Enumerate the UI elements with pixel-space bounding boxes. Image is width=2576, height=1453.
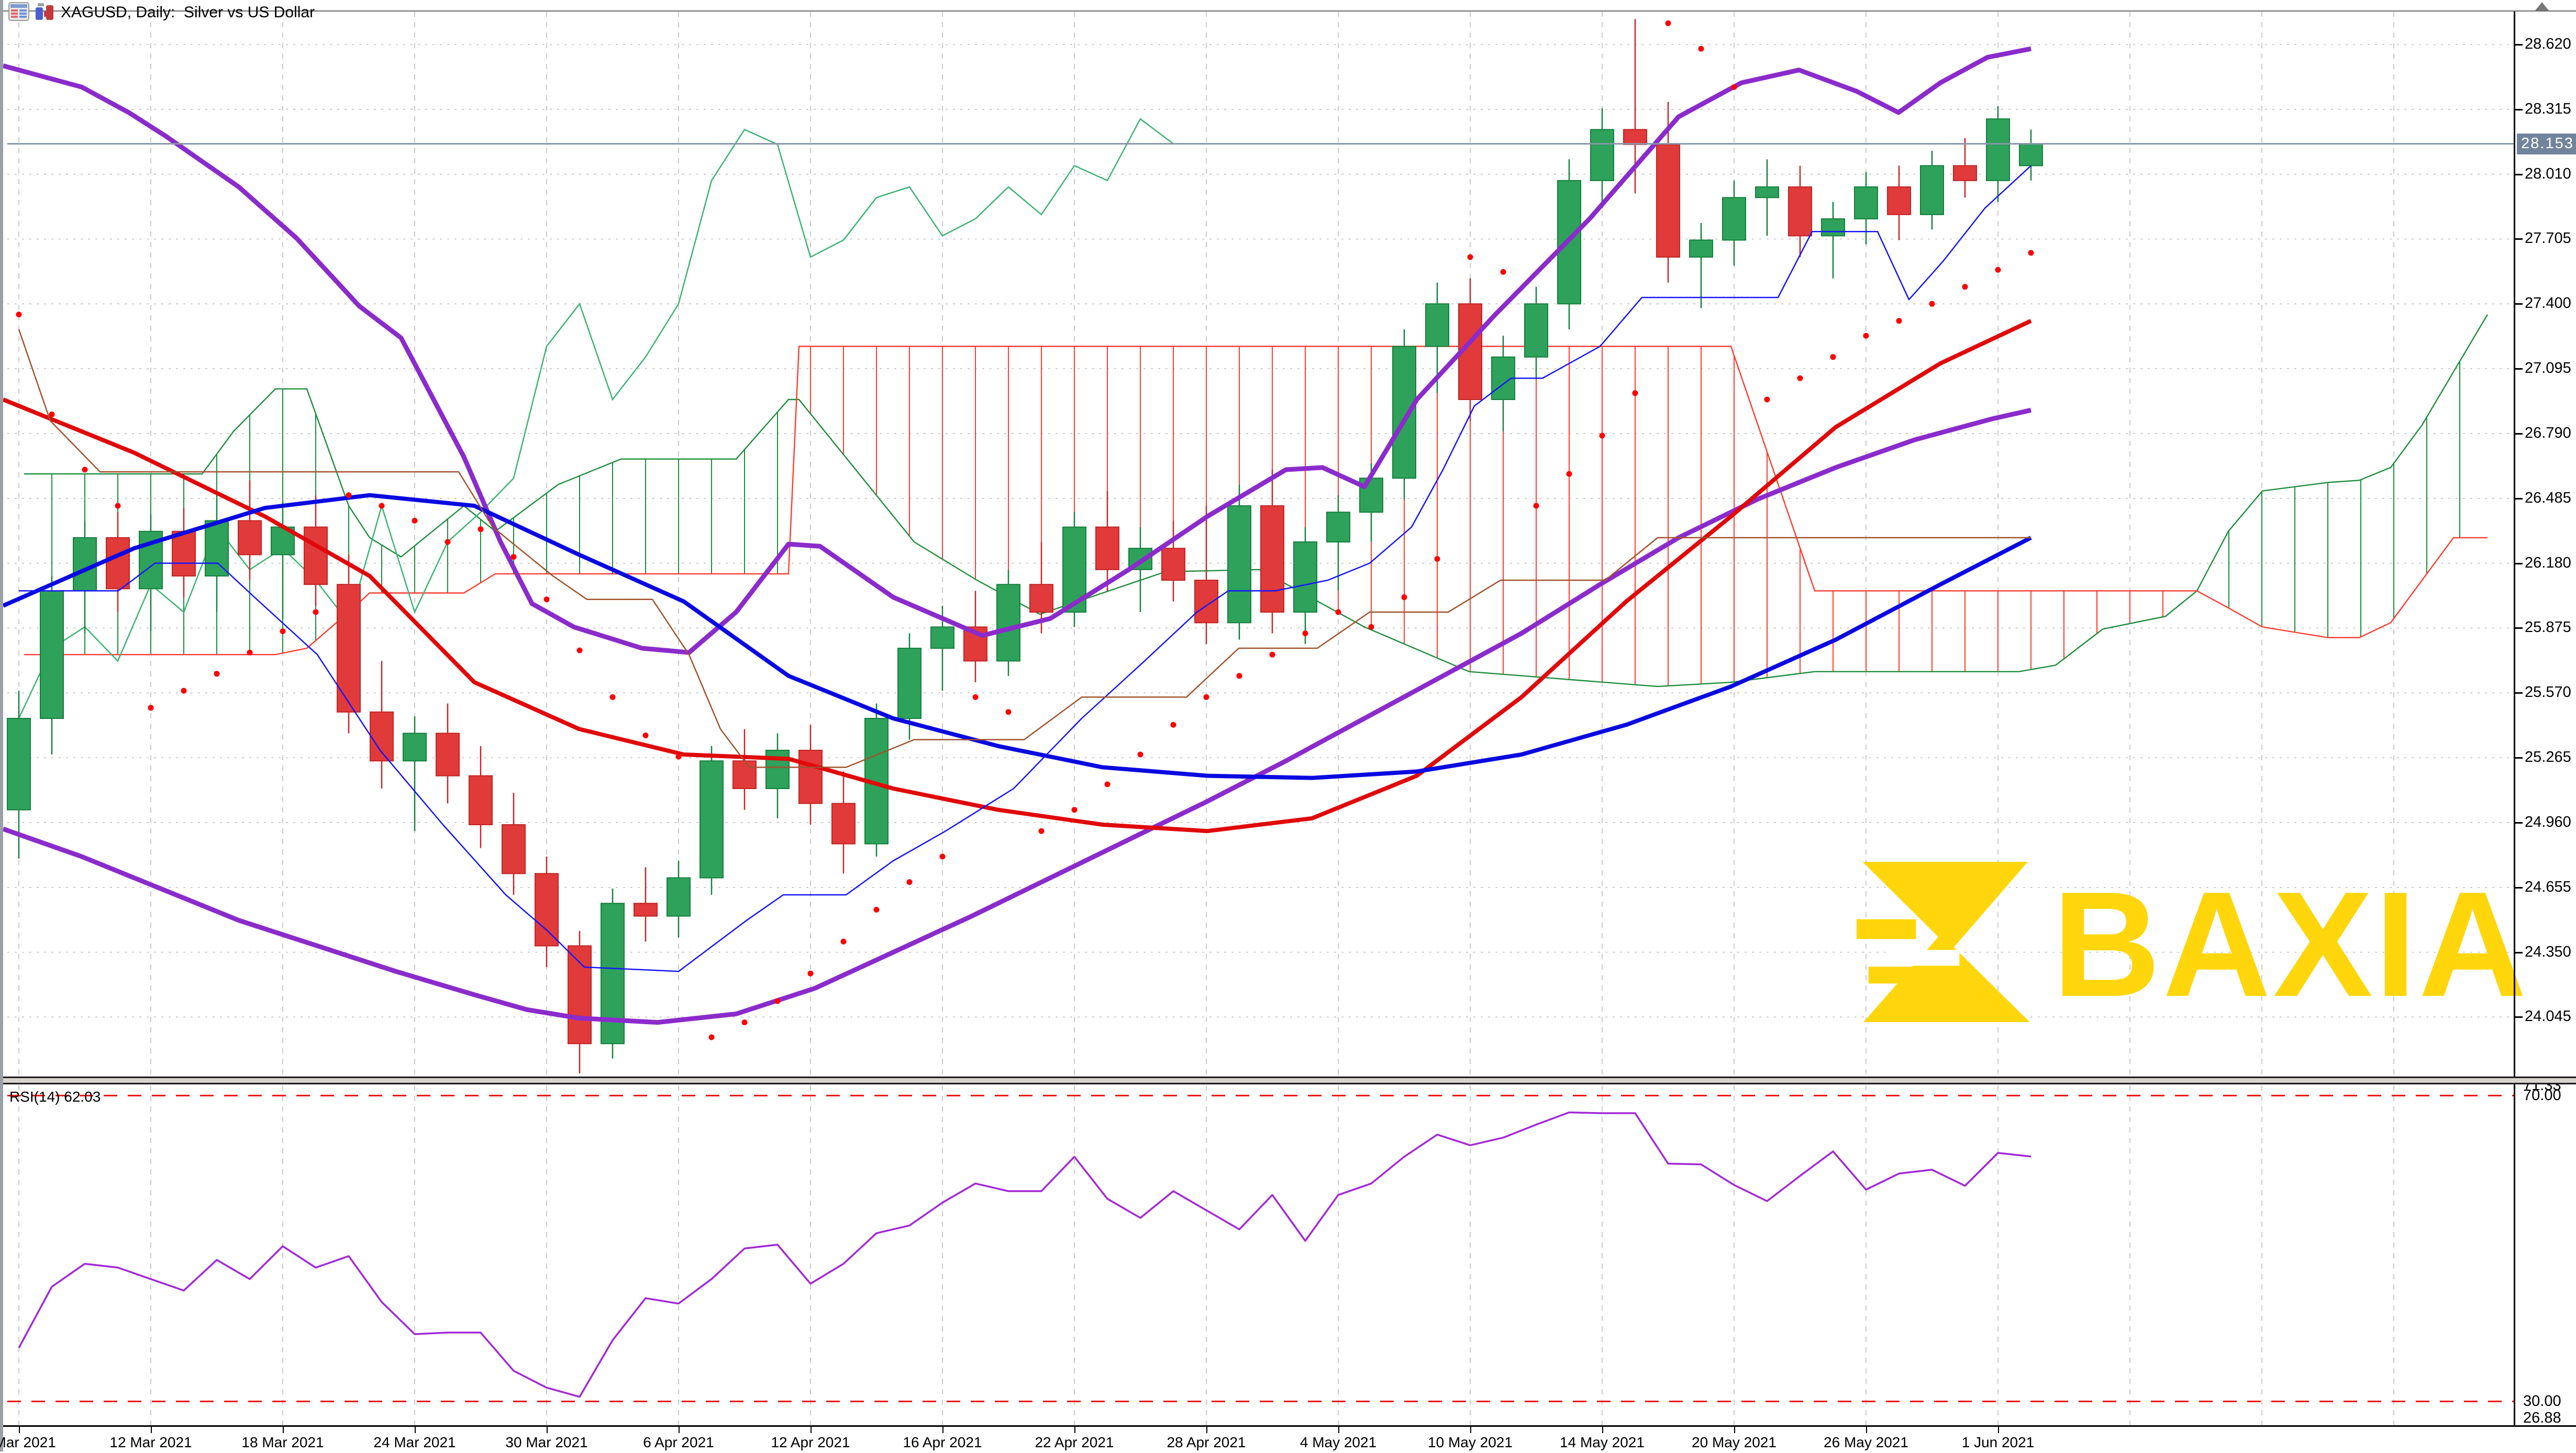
price-axis-tick [2515,368,2523,370]
date-axis-tick [1602,1427,1603,1433]
date-axis-tick [283,1427,284,1433]
date-axis-tick [1074,1427,1075,1433]
price-axis-tick [2515,627,2523,629]
price-axis-label: 24.350 [2525,943,2571,960]
date-axis-tick [19,1427,20,1433]
price-axis-label: 27.095 [2525,360,2571,377]
price-axis-label: 26.485 [2525,489,2571,506]
rsi-axis-label: 30.00 [2523,1393,2561,1410]
price-axis-tick [2515,303,2523,305]
baxia-logo-icon [1856,859,2035,1029]
date-axis-label: 10 May 2021 [1428,1434,1513,1450]
chart-title: XAGUSD, Daily: Silver vs US Dollar [61,4,315,21]
date-axis-tick [1470,1427,1471,1433]
price-axis-label: 24.960 [2525,813,2571,830]
date-axis-tick [810,1427,812,1433]
price-axis-label: 24.045 [2525,1008,2571,1025]
price-axis-tick [2515,562,2523,564]
date-axis-tick [1206,1427,1207,1433]
chart-titlebar: XAGUSD, Daily: Silver vs US Dollar [8,2,315,23]
price-axis-tick [2515,432,2523,435]
date-axis-label: 26 May 2021 [1824,1434,1908,1450]
price-axis-tick [2515,951,2523,953]
rsi-indicator-label: RSI(14) 62.03 [9,1089,101,1105]
price-axis-label: 25.875 [2525,619,2571,636]
date-axis-label: 30 Mar 2021 [505,1434,588,1450]
price-axis-tick [2515,173,2523,175]
price-axis-label: 28.620 [2525,36,2571,52]
current-price-value: 28.153 [2521,135,2574,152]
date-axis-label: 12 Apr 2021 [771,1434,850,1450]
date-axis-label: 18 Mar 2021 [241,1434,324,1450]
date-axis-tick [547,1427,548,1433]
price-axis-tick [2515,1016,2523,1018]
date-axis-tick [942,1427,943,1433]
price-axis-label: 27.400 [2525,295,2571,312]
date-axis-label: 1 Jun 2021 [1961,1434,2035,1450]
price-axis-label: 28.315 [2525,100,2571,117]
bar-chart-icon [35,2,55,24]
price-axis-tick [2515,822,2523,824]
price-axis-label: 26.180 [2525,554,2571,571]
date-axis-label: 16 Apr 2021 [903,1434,982,1450]
price-axis-label: 25.265 [2525,749,2571,766]
date-axis-tick [1998,1427,1999,1433]
date-axis-label: 12 Mar 2021 [109,1434,192,1450]
date-axis-tick [679,1427,680,1433]
date-axis-label: 20 May 2021 [1692,1434,1776,1450]
date-axis-label: 8 Mar 2021 [0,1434,56,1450]
date-axis-label: 22 Apr 2021 [1035,1434,1114,1450]
date-axis-tick [1866,1427,1867,1433]
baxia-watermark: BAXIA [1856,859,2529,1029]
date-axis-label: 14 May 2021 [1560,1434,1645,1450]
date-axis-tick [415,1427,416,1433]
price-axis-label: 24.655 [2525,878,2571,895]
price-axis-label: 27.705 [2525,230,2571,247]
date-axis-label: 6 Apr 2021 [643,1434,714,1450]
price-axis-label: 26.790 [2525,424,2571,441]
current-price-badge: 28.153 [2517,133,2576,154]
price-axis-tick [2515,497,2523,500]
price-axis[interactable]: 28.620 28.315 28.010 27.705 27.400 27.095 26.7… [2514,12,2576,1425]
price-axis-tick [2515,886,2523,889]
date-axis-tick [1734,1427,1735,1433]
baxia-wordmark: BAXIA [2052,860,2529,1028]
rsi-axis-label: 70.00 [2523,1087,2561,1104]
pane-top-border [3,10,2576,12]
price-axis-tick [2515,692,2523,694]
chart-window-icon [8,2,29,24]
price-axis-tick [2515,44,2523,46]
price-axis-label: 25.570 [2525,684,2571,701]
price-axis-tick [2515,108,2523,110]
date-axis[interactable]: 8 Mar 2021 12 Mar 2021 18 Mar 2021 24 Mar 2… [0,1425,2576,1453]
pane-splitter[interactable] [3,1077,2576,1084]
date-axis-label: 28 Apr 2021 [1167,1434,1246,1450]
price-axis-tick [2515,238,2523,240]
date-axis-label: 24 Mar 2021 [373,1434,456,1450]
date-axis-tick [151,1427,152,1433]
date-axis-tick [1338,1427,1339,1433]
scroll-end-marker-icon[interactable] [2535,2,2549,10]
price-axis-label: 28.010 [2525,165,2571,182]
rsi-axis-label: 26.88 [2523,1410,2561,1426]
price-axis-tick [2515,757,2523,759]
date-axis-label: 4 May 2021 [1300,1434,1377,1450]
